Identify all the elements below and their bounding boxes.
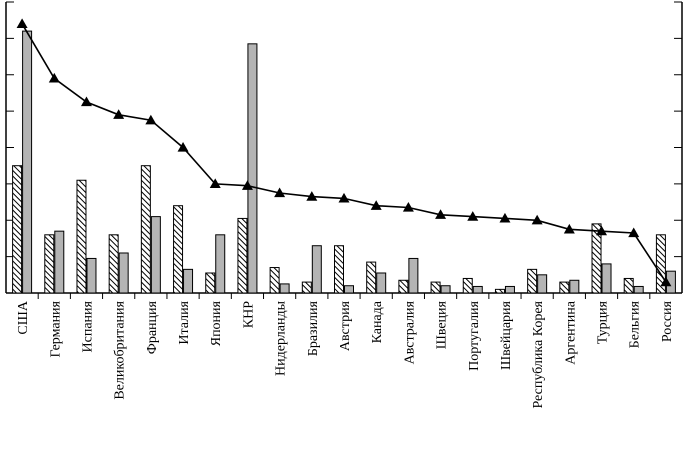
bar-hatched xyxy=(140,165,151,294)
category-label: Австрия xyxy=(338,300,353,351)
bar-gray xyxy=(376,272,387,294)
bar-gray xyxy=(86,257,97,294)
line-point-marker xyxy=(531,214,543,225)
line-point-marker xyxy=(16,18,28,28)
bar-hatched xyxy=(173,205,184,294)
bar-hatched xyxy=(591,223,602,294)
line-point-marker xyxy=(628,227,640,238)
line-point-marker xyxy=(499,212,511,223)
category-label: Италия xyxy=(177,300,192,344)
bar-hatched xyxy=(366,261,377,294)
bar-hatched xyxy=(623,277,634,294)
bar-gray xyxy=(150,216,161,294)
bar-gray xyxy=(247,43,258,294)
bar-gray xyxy=(118,252,129,294)
bar-hatched xyxy=(494,288,505,294)
category-label: Швеция xyxy=(435,300,450,349)
bar-gray xyxy=(408,257,419,294)
line-point-marker xyxy=(467,211,479,221)
bar-hatched xyxy=(462,277,473,294)
category-label: Франция xyxy=(145,300,160,354)
bar-gray xyxy=(344,285,354,294)
bar-hatched xyxy=(44,234,55,294)
bar-gray xyxy=(22,30,33,294)
category-label: Германия xyxy=(48,300,63,357)
bar-hatched xyxy=(559,281,570,294)
bar-gray xyxy=(633,285,644,294)
bar-hatched xyxy=(12,165,23,294)
category-label: Великобритания xyxy=(113,300,128,399)
line-point-marker xyxy=(113,109,125,119)
line-point-marker xyxy=(80,96,92,107)
category-label: Аргентина xyxy=(563,300,578,364)
line-point-marker xyxy=(338,192,350,203)
line-point-marker xyxy=(145,114,157,125)
bar-gray xyxy=(537,274,548,294)
bar-gray xyxy=(569,279,580,294)
bar-hatched xyxy=(269,267,280,294)
bar-gray xyxy=(311,245,322,294)
bar-gray xyxy=(472,285,483,294)
category-label: Испания xyxy=(80,300,95,352)
category-label: КНР xyxy=(241,301,256,328)
bar-hatched xyxy=(430,281,441,294)
category-label: США xyxy=(16,300,31,334)
bars xyxy=(12,30,676,294)
category-label: Россия xyxy=(660,300,675,342)
bar-hatched xyxy=(398,279,409,294)
line-point-marker xyxy=(274,187,286,198)
bar-gray xyxy=(440,285,451,294)
bar-gray xyxy=(215,234,226,294)
line-point-marker xyxy=(306,191,318,201)
bar-gray xyxy=(279,283,290,294)
bar-gray xyxy=(54,230,65,294)
bar-hatched xyxy=(108,234,119,294)
category-label: Швейцария xyxy=(499,300,514,370)
bar-hatched xyxy=(655,234,666,294)
category-label: Япония xyxy=(209,300,224,346)
line-point-marker xyxy=(660,276,672,287)
bar-hatched xyxy=(205,272,216,294)
bar-hatched xyxy=(334,245,344,294)
category-labels: США Германия Испания Великобритания Франция И… xyxy=(16,300,675,408)
category-label: Нидерланды xyxy=(274,300,289,376)
line-point-marker xyxy=(370,200,382,210)
bar-gray xyxy=(183,268,194,294)
bar-hatched xyxy=(237,217,248,294)
category-label: Австралия xyxy=(402,300,417,364)
category-label: Португалия xyxy=(467,300,482,370)
category-label: Канада xyxy=(370,300,385,343)
category-label: Республика Корея xyxy=(531,300,546,408)
line-point-marker xyxy=(48,72,60,83)
line-point-marker xyxy=(209,178,221,188)
line-point-marker xyxy=(563,223,575,234)
line-series-path xyxy=(21,23,667,283)
category-label: Турция xyxy=(596,300,611,344)
bar-gray xyxy=(504,285,515,294)
line-series xyxy=(16,18,672,287)
bar-hatched xyxy=(76,179,87,294)
bar-hatched xyxy=(301,281,312,294)
category-label: Бразилия xyxy=(306,300,321,356)
line-point-marker xyxy=(241,180,253,190)
bar-gray xyxy=(601,263,612,294)
category-label: Бельгия xyxy=(628,300,643,348)
bar-hatched xyxy=(527,268,538,294)
line-point-marker xyxy=(435,209,447,219)
line-point-marker xyxy=(402,202,414,212)
line-point-marker xyxy=(177,142,189,152)
line-point-marker xyxy=(596,225,608,236)
